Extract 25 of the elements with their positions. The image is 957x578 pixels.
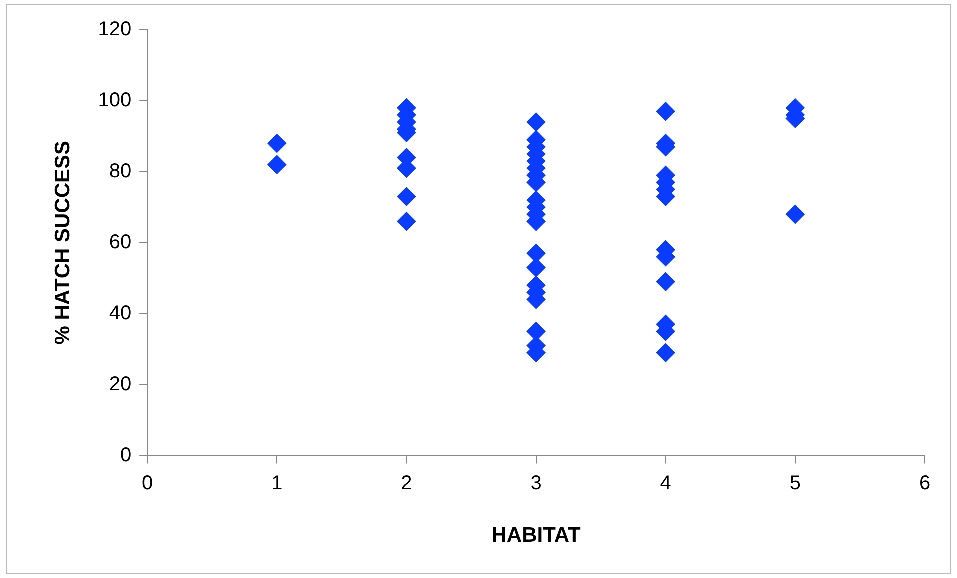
point	[656, 102, 676, 122]
point	[526, 112, 546, 132]
point	[397, 187, 416, 206]
y-tick-label: 100	[98, 89, 132, 112]
x-tick-label: 5	[790, 472, 801, 494]
y-tick-label: 0	[120, 444, 132, 466]
x-tick-label: 2	[401, 472, 412, 494]
x-axis-title: HABITAT	[492, 524, 581, 548]
y-tick-label: 60	[109, 231, 132, 254]
y-tick-label: 120	[98, 18, 132, 41]
x-tick-label: 6	[919, 472, 931, 494]
y-tick-label: 40	[109, 302, 132, 324]
x-tick-label: 1	[272, 472, 283, 494]
y-tick-label: 80	[109, 160, 132, 182]
point	[268, 134, 287, 154]
point	[656, 272, 676, 292]
x-tick-label: 4	[660, 472, 672, 494]
x-tick-label: 0	[142, 472, 154, 494]
x-tick-label: 3	[530, 472, 542, 494]
y-tick-label: 20	[109, 373, 132, 396]
point	[397, 212, 416, 232]
y-axis-title: % HATCH SUCCESS	[51, 141, 74, 345]
point	[656, 343, 676, 362]
point	[786, 205, 805, 224]
point	[268, 155, 287, 174]
